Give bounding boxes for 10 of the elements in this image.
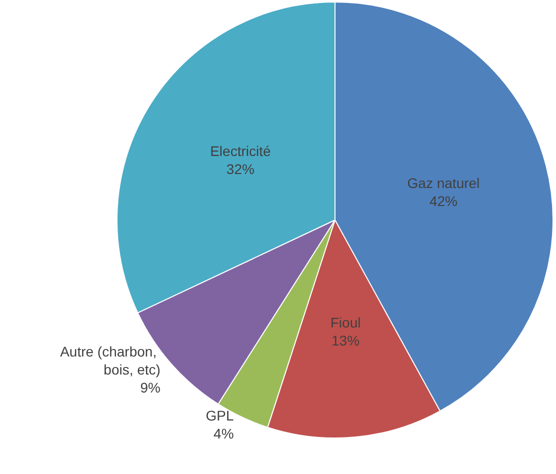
slice-label: GPL [206, 407, 234, 424]
data-label: 32% [226, 160, 254, 177]
slice-label: Electricité [210, 142, 271, 159]
slice-label: Autre (charbon, bois, etc) [60, 343, 160, 378]
slice-label: Gaz naturel [407, 175, 480, 192]
data-label: 42% [429, 193, 458, 210]
data-label: 4% [214, 425, 234, 442]
data-label: 9% [140, 379, 160, 396]
slice-label: Fioul [330, 314, 361, 331]
data-label: 13% [332, 332, 360, 349]
